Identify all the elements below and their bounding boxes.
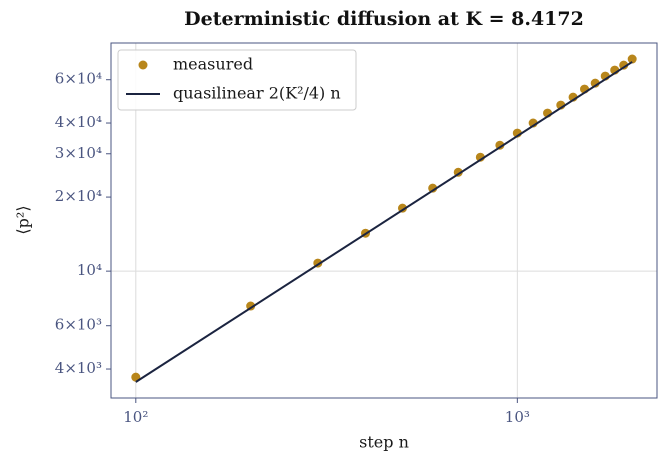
y-tick-label: 10⁴ — [77, 261, 102, 279]
y-tick-label: 3×10⁴ — [55, 144, 102, 162]
legend-marker — [138, 60, 148, 70]
point — [619, 60, 629, 70]
chart-title: Deterministic diffusion at K = 8.4172 — [184, 8, 584, 30]
legend-label: quasilinear 2(K²/4) n — [173, 84, 341, 103]
legend-label: measured — [173, 55, 253, 74]
x-tick-label: 10³ — [505, 408, 530, 426]
point — [627, 54, 637, 64]
y-tick-label: 4×10⁴ — [55, 113, 102, 131]
y-tick-label: 4×10³ — [55, 359, 102, 377]
plot-frame — [110, 42, 658, 399]
point — [495, 140, 505, 150]
y-tick-label: 2×10⁴ — [55, 187, 102, 205]
y-axis-label: ⟨p²⟩ — [14, 205, 33, 234]
line — [135, 61, 633, 383]
legend-box — [117, 49, 357, 111]
x-axis-label: step n — [359, 433, 409, 452]
y-tick-label: 6×10³ — [55, 316, 102, 334]
y-tick-label: 6×10⁴ — [55, 70, 102, 88]
x-tick-label: 10² — [123, 408, 148, 426]
point — [428, 183, 438, 193]
